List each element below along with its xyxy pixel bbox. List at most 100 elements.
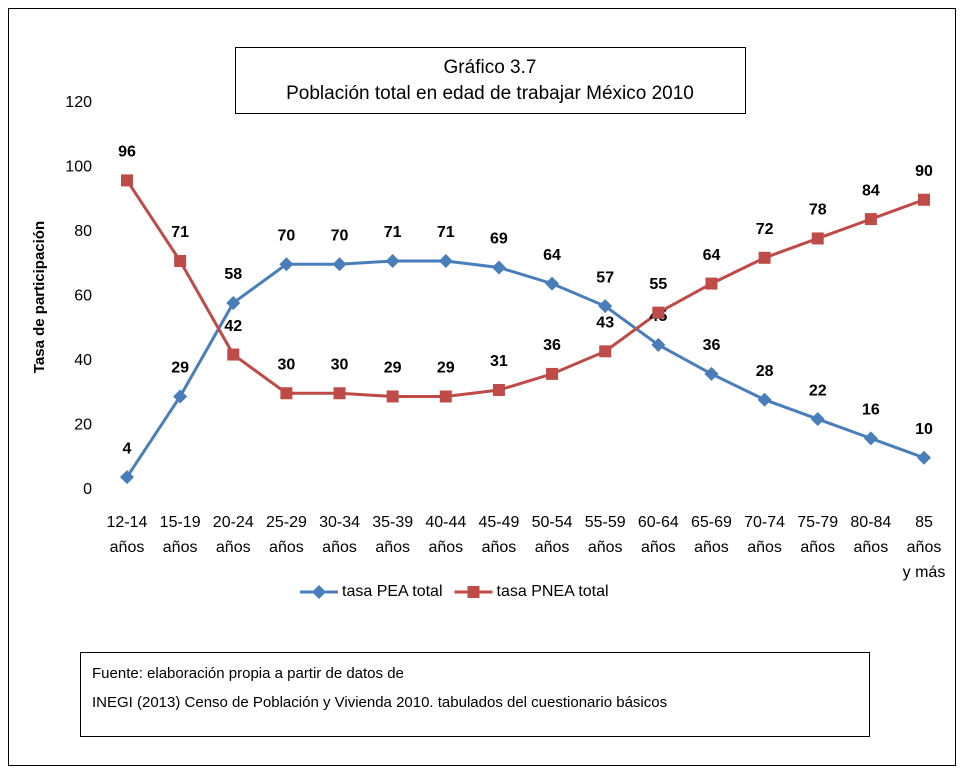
y-tick-label: 20 <box>74 417 92 434</box>
x-tick-label: 85 años y más <box>903 514 946 581</box>
x-tick-label: 70-74 años <box>744 514 785 556</box>
series-line <box>125 179 925 398</box>
data-label: 64 <box>543 247 561 264</box>
data-label: 70 <box>278 227 296 244</box>
marker <box>332 257 347 272</box>
marker <box>439 390 452 403</box>
data-label: 69 <box>490 231 508 248</box>
x-tick-label: 30-34 años <box>319 514 360 556</box>
data-label: 70 <box>331 227 349 244</box>
marker <box>758 251 771 264</box>
x-tick-label: 20-24 años <box>213 514 254 556</box>
data-label: 90 <box>915 163 933 180</box>
x-tick-label: 40-44 años <box>425 514 466 556</box>
x-tick-label: 45-49 años <box>478 514 519 556</box>
marker <box>918 193 930 206</box>
y-tick-label: 100 <box>65 159 92 176</box>
x-tick-label: 75-79 años <box>797 514 838 556</box>
marker <box>704 366 719 381</box>
data-label: 71 <box>171 224 189 241</box>
x-tick-label: 50-54 años <box>532 514 573 556</box>
marker <box>599 345 612 358</box>
data-label: 36 <box>543 337 561 354</box>
data-label: 43 <box>596 315 614 332</box>
x-tick-label: 80-84 años <box>850 514 891 556</box>
marker <box>492 384 505 397</box>
y-tick-label: 40 <box>74 352 92 369</box>
marker <box>545 276 560 291</box>
y-tick-label: 60 <box>74 288 92 305</box>
legend-label: tasa PNEA total <box>497 583 609 600</box>
data-label: 55 <box>649 276 667 293</box>
data-label: 36 <box>703 337 721 354</box>
data-label: 29 <box>384 360 402 377</box>
data-label: 16 <box>862 402 880 419</box>
data-label: 29 <box>437 360 455 377</box>
marker <box>491 260 506 275</box>
marker <box>174 255 187 268</box>
marker <box>312 585 326 599</box>
data-label: 30 <box>331 356 349 373</box>
data-label: 58 <box>224 266 242 283</box>
source-text: INEGI (2013) Censo de Población y Vivien… <box>92 694 667 711</box>
marker <box>863 431 878 446</box>
marker <box>226 295 241 310</box>
marker <box>810 412 825 427</box>
data-label: 30 <box>278 356 296 373</box>
data-label: 4 <box>123 440 132 457</box>
marker <box>279 257 294 272</box>
marker <box>280 387 293 400</box>
x-tick-label: 15-19 años <box>160 514 201 556</box>
x-tick-label: 35-39 años <box>372 514 413 556</box>
marker <box>757 392 772 407</box>
chart-subtitle: Población total en edad de trabajar Méxi… <box>286 83 694 104</box>
data-label: 72 <box>756 221 774 238</box>
data-label: 84 <box>862 182 880 199</box>
data-label: 71 <box>437 224 455 241</box>
data-label: 42 <box>224 318 242 335</box>
y-tick-label: 0 <box>83 481 92 498</box>
marker <box>864 213 877 226</box>
marker <box>121 174 133 187</box>
marker <box>917 450 931 465</box>
marker <box>120 470 134 485</box>
data-label: 22 <box>809 382 827 399</box>
title-box <box>235 47 746 114</box>
data-label: 10 <box>915 421 933 438</box>
marker <box>227 348 240 361</box>
data-label: 57 <box>596 269 614 286</box>
marker <box>438 254 453 269</box>
data-label: 28 <box>756 363 774 380</box>
data-label: 71 <box>384 224 402 241</box>
data-label: 31 <box>490 353 508 370</box>
marker <box>652 306 665 319</box>
data-label: 78 <box>809 202 827 219</box>
data-label: 96 <box>118 144 136 161</box>
marker <box>598 299 613 314</box>
marker <box>467 586 480 598</box>
marker <box>333 387 346 400</box>
outer-border <box>8 8 956 766</box>
data-label: 29 <box>171 360 189 377</box>
marker <box>651 337 666 352</box>
marker <box>385 254 400 269</box>
x-tick-label: 60-64 años <box>638 514 679 556</box>
marker <box>705 277 718 290</box>
series-line <box>125 259 925 478</box>
legend-label: tasa PEA total <box>342 583 443 600</box>
x-tick-label: 12-14 años <box>107 514 148 556</box>
source-box <box>80 652 870 737</box>
marker <box>546 367 559 380</box>
marker <box>173 389 188 404</box>
marker <box>811 232 824 245</box>
y-axis-label: Tasa de participación <box>31 221 48 373</box>
chart-title: Gráfico 3.7 <box>444 57 537 78</box>
marker <box>386 390 399 403</box>
x-tick-label: 25-29 años <box>266 514 307 556</box>
data-label: 64 <box>703 247 721 264</box>
source-text: Fuente: elaboración propia a partir de d… <box>92 665 404 682</box>
x-tick-label: 55-59 años <box>585 514 626 556</box>
x-tick-label: 65-69 años <box>691 514 732 556</box>
y-tick-label: 80 <box>74 223 92 240</box>
